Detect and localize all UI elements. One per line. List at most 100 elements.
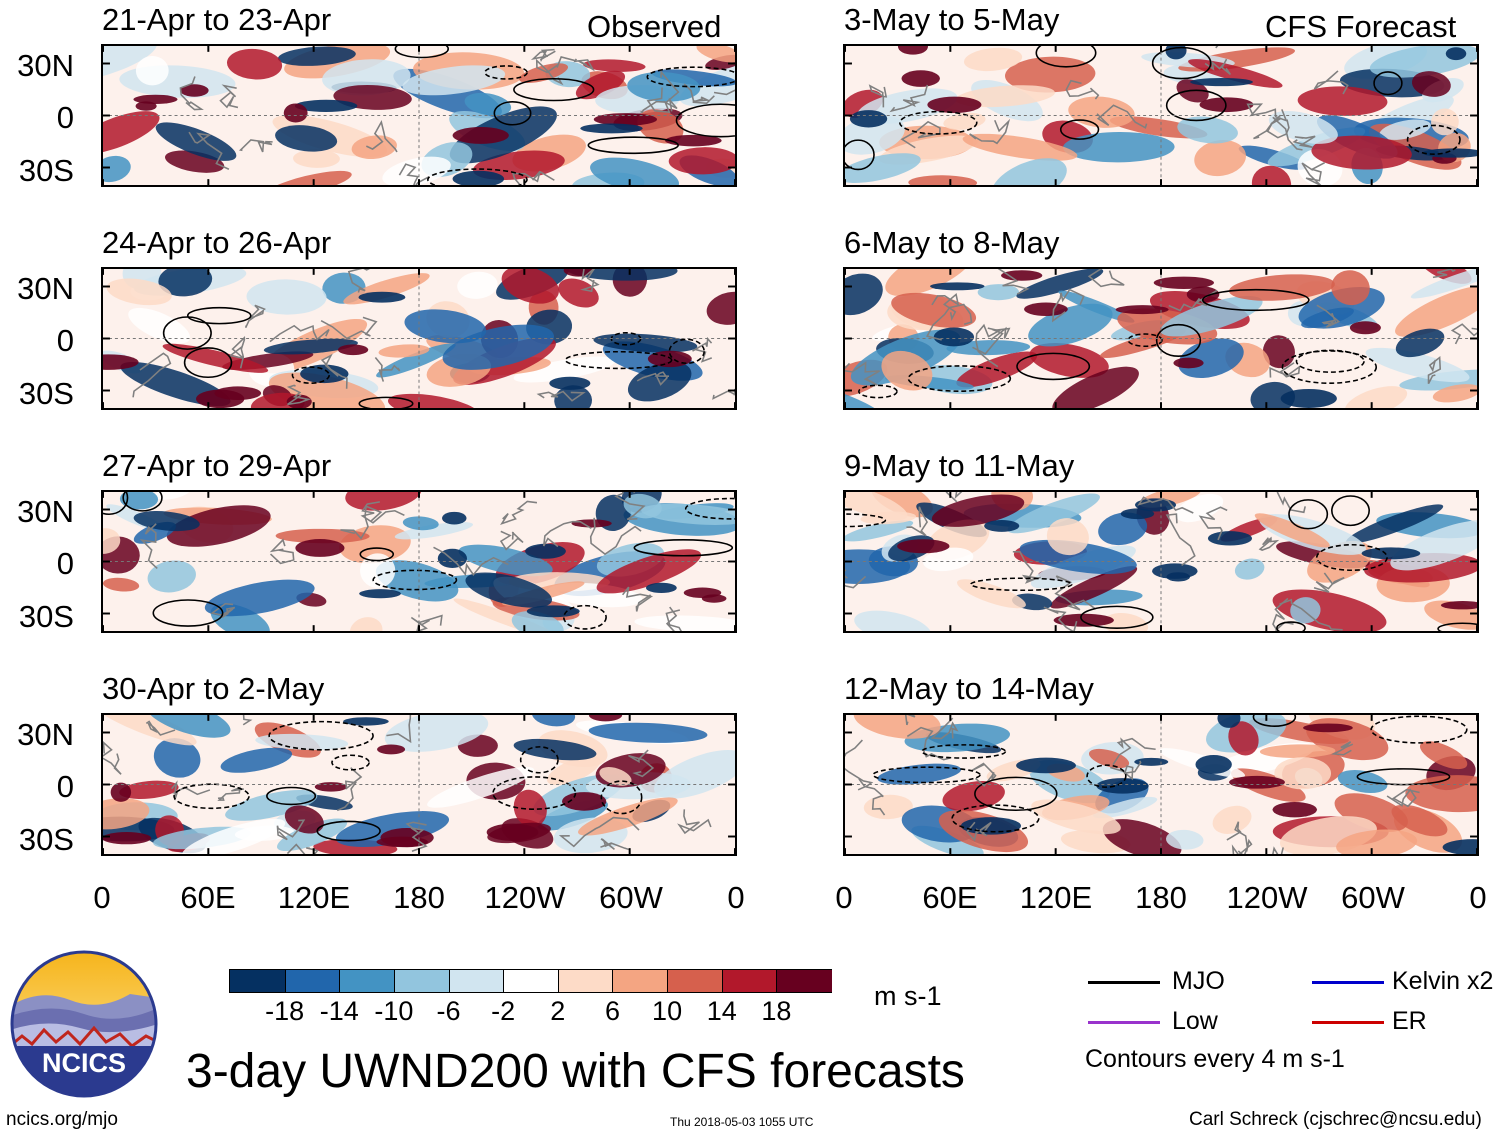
mjo-contour bbox=[1165, 89, 1227, 122]
mjo-contour bbox=[1035, 46, 1097, 68]
wind-anomaly-blob bbox=[1337, 770, 1388, 793]
colorbar-box bbox=[503, 970, 559, 992]
wind-anomaly-blob bbox=[596, 549, 702, 594]
wind-anomaly-blob bbox=[394, 521, 474, 540]
coastline bbox=[365, 119, 398, 153]
wind-anomaly-core bbox=[561, 792, 607, 811]
wind-anomaly-core bbox=[103, 832, 152, 845]
wind-anomaly-blob bbox=[706, 291, 735, 325]
coastline bbox=[1269, 362, 1301, 378]
legend-label-er: ER bbox=[1392, 1007, 1427, 1035]
mjo-contour bbox=[845, 139, 875, 171]
wind-anomaly-blob bbox=[442, 324, 555, 370]
wind-anomaly-blob bbox=[1346, 504, 1444, 544]
coastline bbox=[589, 517, 642, 556]
wind-anomaly-blob bbox=[263, 170, 352, 185]
map-panel-left-3 bbox=[101, 490, 737, 633]
wind-anomaly-blob bbox=[103, 46, 157, 82]
coastline bbox=[499, 530, 524, 551]
wind-anomaly-blob bbox=[1379, 119, 1431, 140]
wind-anomaly-blob bbox=[133, 511, 200, 532]
wind-anomaly-blob bbox=[457, 271, 498, 299]
coastline bbox=[242, 715, 253, 726]
wind-anomaly-blob bbox=[276, 818, 348, 852]
wind-anomaly-blob bbox=[1098, 512, 1148, 546]
wind-anomaly-blob bbox=[1336, 829, 1418, 854]
mjo-contour bbox=[562, 604, 607, 630]
coastline bbox=[1112, 737, 1156, 766]
coastline bbox=[556, 56, 595, 72]
coastline bbox=[906, 726, 951, 761]
wind-anomaly-blob bbox=[458, 544, 553, 577]
wind-anomaly-blob bbox=[1254, 513, 1330, 548]
coastline bbox=[512, 170, 555, 185]
colorbar-tick-label: -14 bbox=[319, 996, 359, 1026]
wind-anomaly-blob bbox=[1301, 307, 1354, 329]
wind-anomaly-core bbox=[984, 519, 1020, 532]
legend-swatch-kelvin bbox=[1312, 981, 1384, 984]
wind-anomaly-blob bbox=[155, 122, 237, 161]
coastline bbox=[347, 269, 371, 293]
wind-anomaly-blob bbox=[1274, 757, 1332, 790]
wind-anomaly-blob bbox=[166, 505, 271, 547]
wind-anomaly-blob bbox=[881, 350, 933, 391]
wind-anomaly-blob bbox=[1031, 799, 1121, 835]
lon-label-60e: 60E bbox=[180, 880, 236, 915]
mjo-contour bbox=[186, 306, 252, 325]
mjo-contour bbox=[1086, 764, 1127, 788]
coastline bbox=[636, 371, 670, 386]
coastline bbox=[858, 778, 886, 816]
wind-anomaly-blob bbox=[402, 65, 506, 96]
wind-anomaly-core bbox=[1217, 715, 1241, 728]
wind-anomaly-blob bbox=[1311, 135, 1412, 170]
panel-title-right-1: 3-May to 5-May bbox=[844, 2, 1060, 37]
colorbar-box bbox=[448, 970, 505, 992]
wind-anomaly-blob bbox=[128, 307, 191, 344]
coastline bbox=[1427, 355, 1442, 385]
coastline bbox=[904, 715, 916, 726]
wind-anomaly-core bbox=[1280, 388, 1337, 408]
mjo-contour bbox=[1059, 119, 1100, 140]
wind-anomaly-blob bbox=[519, 63, 569, 83]
legend-label-low: Low bbox=[1172, 1007, 1218, 1035]
colorbar-tick-label: 6 bbox=[604, 996, 620, 1026]
wind-anomaly-blob bbox=[845, 153, 921, 183]
wind-anomaly-core bbox=[283, 103, 308, 123]
coastline bbox=[500, 500, 538, 526]
wind-anomaly-core bbox=[930, 282, 985, 291]
coastline bbox=[139, 523, 158, 570]
coastline bbox=[228, 336, 246, 369]
mjo-contour bbox=[1356, 768, 1451, 786]
coastline bbox=[621, 586, 654, 612]
wind-anomaly-blob bbox=[404, 309, 487, 344]
panel-title-left-3: 27-Apr to 29-Apr bbox=[102, 448, 332, 483]
footer-site-link[interactable]: ncics.org/mjo bbox=[6, 1109, 118, 1130]
wind-anomaly-blob bbox=[158, 269, 213, 297]
coastline bbox=[238, 139, 273, 153]
wind-anomaly-blob bbox=[885, 269, 974, 297]
wind-anomaly-core bbox=[1349, 321, 1381, 335]
wind-anomaly-blob bbox=[668, 147, 735, 175]
wind-anomaly-blob bbox=[1365, 347, 1470, 383]
wind-anomaly-blob bbox=[154, 492, 191, 500]
wind-anomaly-blob bbox=[1297, 86, 1388, 116]
wind-anomaly-blob bbox=[501, 269, 559, 304]
coastline bbox=[1258, 536, 1280, 551]
lat-label-30s: 30S bbox=[18, 822, 74, 857]
wind-anomaly-blob bbox=[955, 85, 1055, 108]
coastline bbox=[1272, 597, 1294, 631]
mjo-contour bbox=[858, 384, 898, 399]
mjo-contour bbox=[1201, 288, 1310, 312]
lon-label-60w: 60W bbox=[1341, 880, 1405, 915]
wind-anomaly-blob bbox=[1175, 493, 1224, 523]
coastline bbox=[286, 843, 319, 854]
lon-label-60e: 60E bbox=[922, 880, 978, 915]
coastline bbox=[1065, 79, 1100, 100]
coastline bbox=[1313, 572, 1345, 593]
wind-anomaly-blob bbox=[588, 722, 708, 743]
mjo-contour bbox=[1370, 715, 1468, 744]
wind-anomaly-core bbox=[549, 376, 591, 390]
coastline bbox=[1165, 513, 1196, 567]
coastline bbox=[683, 83, 715, 105]
wind-anomaly-core bbox=[1152, 563, 1198, 579]
